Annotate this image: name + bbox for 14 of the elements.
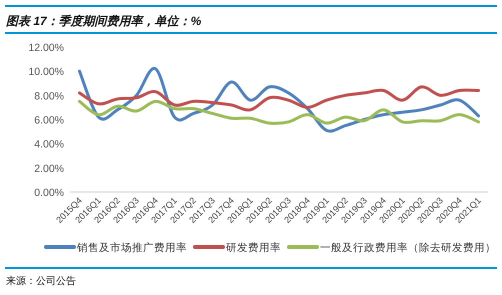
y-tick-label: 0.00%	[34, 187, 64, 199]
legend-label: 销售及市场推广费用率	[76, 241, 187, 254]
line-series	[78, 100, 480, 125]
source-note: 来源：公司公告	[6, 275, 76, 287]
y-tick-label: 2.00%	[34, 162, 64, 175]
y-tick-label: 10.00%	[28, 66, 64, 78]
chart-title: 图表 17：季度期间费用率，单位：%	[6, 14, 202, 28]
y-tick-label: 6.00%	[34, 114, 64, 126]
legend-label: 一般及行政费用率（除去研发费用）	[320, 241, 496, 254]
y-tick-label: 8.00%	[34, 90, 64, 102]
y-tick-label: 12.00%	[28, 42, 64, 54]
line-series	[78, 85, 480, 112]
y-tick-label: 4.00%	[34, 138, 64, 151]
legend-label: 研发费用率	[226, 241, 281, 254]
